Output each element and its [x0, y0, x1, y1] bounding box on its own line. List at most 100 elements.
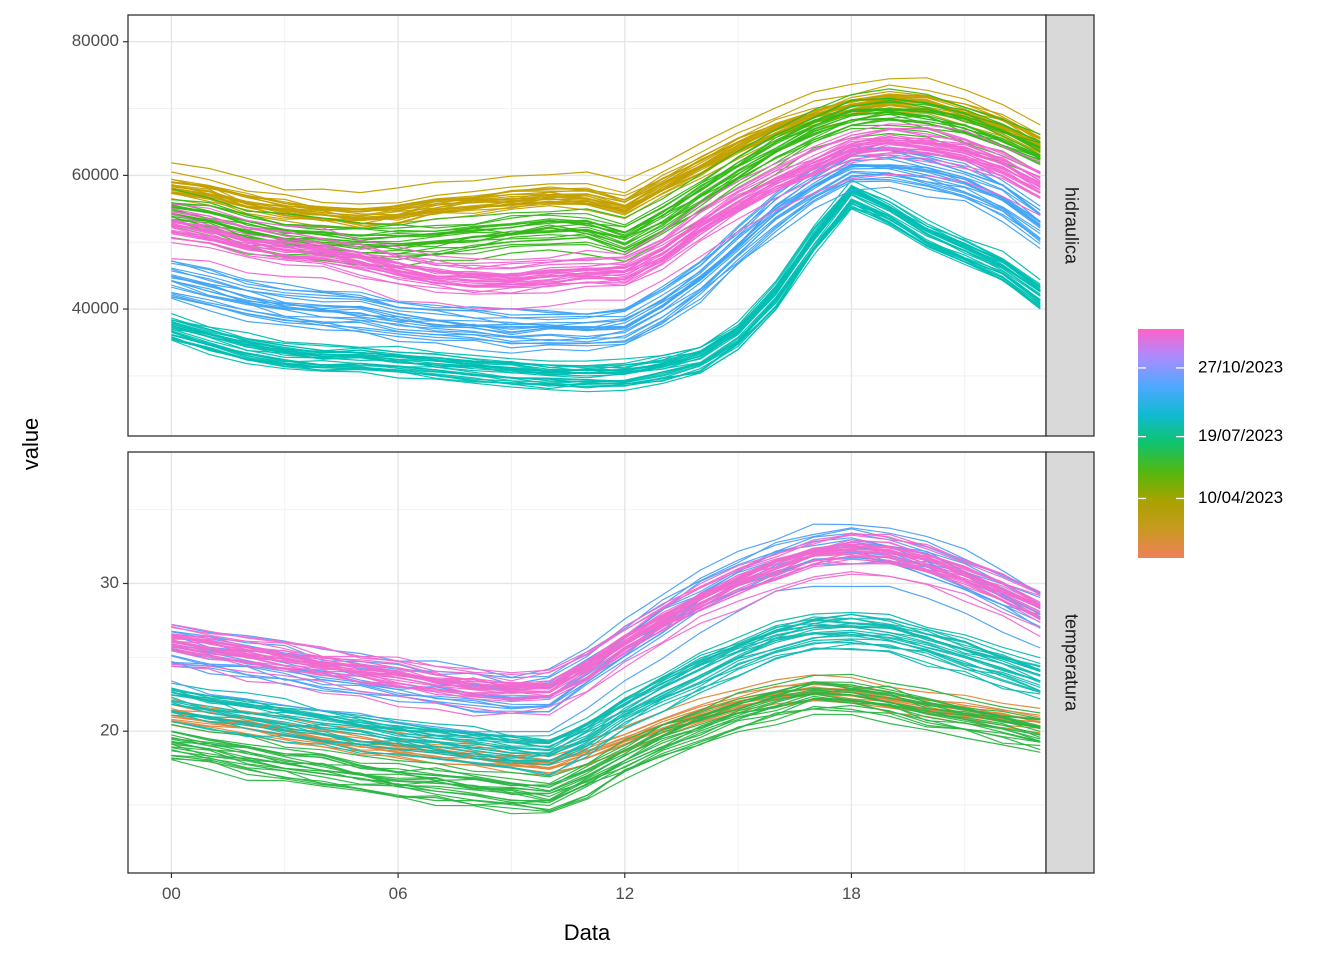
- series-line: [171, 626, 1041, 755]
- x-axis-title: Data: [564, 920, 611, 945]
- series-line: [171, 185, 1041, 372]
- series-line: [171, 164, 1041, 330]
- facet-panel-hidraulica: 40000 60000 80000 hidraulica: [72, 14, 1095, 437]
- series-line: [171, 173, 1041, 310]
- series-line: [171, 158, 1041, 327]
- series-line: [171, 681, 1041, 788]
- series-lines: [171, 523, 1041, 815]
- series-line: [171, 165, 1041, 336]
- series-line: [171, 698, 1041, 807]
- y-tick-label: 60000: [72, 165, 119, 184]
- series-line: [171, 534, 1041, 676]
- series-line: [171, 142, 1041, 281]
- series-line: [171, 697, 1041, 802]
- series-lines: [171, 77, 1041, 393]
- series-line: [171, 107, 1041, 241]
- series-line: [171, 629, 1041, 758]
- series-line: [171, 98, 1041, 217]
- series-line: [171, 96, 1041, 220]
- series-line: [171, 688, 1041, 792]
- y-tick-label: 30: [100, 573, 119, 592]
- x-tick-label: 18: [842, 884, 861, 903]
- series-line: [171, 713, 1041, 815]
- series-line: [171, 164, 1041, 330]
- series-line: [171, 641, 1041, 763]
- series-line: [171, 622, 1041, 748]
- series-line: [171, 109, 1041, 237]
- series-line: [171, 208, 1041, 393]
- x-axis-ticks: 00 06 12 18: [162, 873, 861, 903]
- series-line: [171, 123, 1041, 261]
- legend-label: 19/07/2023: [1198, 426, 1283, 445]
- series-line: [171, 681, 1041, 785]
- series-line: [171, 585, 1041, 733]
- series-line: [171, 128, 1041, 269]
- series-line: [171, 156, 1041, 295]
- series-line: [171, 184, 1041, 373]
- series-line: [171, 148, 1041, 315]
- series-line: [171, 647, 1041, 777]
- series-line: [171, 94, 1041, 213]
- series-line: [171, 549, 1041, 690]
- facet-strip-label: temperatura: [1061, 614, 1081, 712]
- series-line: [171, 192, 1041, 374]
- series-line: [171, 643, 1041, 766]
- series-line: [171, 97, 1041, 230]
- series-line: [171, 149, 1041, 321]
- legend-colorbar: [1138, 329, 1184, 558]
- series-line: [171, 681, 1041, 787]
- series-line: [171, 539, 1041, 685]
- series-line: [171, 544, 1041, 690]
- series-line: [171, 88, 1041, 226]
- series-line: [171, 639, 1041, 765]
- x-tick-label: 06: [389, 884, 408, 903]
- series-line: [171, 561, 1041, 703]
- series-line: [171, 202, 1041, 387]
- series-line: [171, 180, 1041, 349]
- series-line: [171, 84, 1041, 205]
- facet-strip: [1045, 14, 1095, 437]
- color-legend: 27/10/2023 19/07/2023 10/04/2023: [1138, 329, 1283, 558]
- series-line: [171, 152, 1041, 288]
- series-line: [171, 99, 1041, 237]
- series-line: [171, 179, 1041, 362]
- series-line: [171, 691, 1041, 801]
- series-line: [171, 708, 1041, 812]
- series-line: [171, 532, 1041, 682]
- series-line: [171, 554, 1041, 697]
- series-line: [171, 673, 1041, 778]
- series-line: [171, 622, 1041, 751]
- facet-strip-label: hidraulica: [1061, 187, 1081, 265]
- series-line: [171, 198, 1041, 382]
- series-line: [171, 698, 1041, 805]
- series-line: [171, 681, 1041, 788]
- series-line: [171, 186, 1041, 354]
- legend-label: 10/04/2023: [1198, 488, 1283, 507]
- series-line: [171, 185, 1041, 368]
- series-line: [171, 178, 1041, 345]
- series-line: [171, 189, 1041, 375]
- series-line: [171, 133, 1041, 277]
- series-line: [171, 633, 1041, 757]
- series-line: [171, 154, 1041, 294]
- x-tick-label: 00: [162, 884, 181, 903]
- series-line: [171, 149, 1041, 288]
- y-axis-ticks: 40000 60000 80000: [72, 31, 128, 318]
- series-line: [171, 115, 1041, 247]
- series-line: [171, 101, 1041, 233]
- series-line: [171, 77, 1041, 194]
- y-tick-label: 20: [100, 721, 119, 740]
- legend-label: 27/10/2023: [1198, 357, 1283, 376]
- y-axis-title: value: [18, 418, 43, 471]
- series-line: [171, 634, 1041, 762]
- series-line: [171, 144, 1041, 285]
- y-tick-label: 40000: [72, 299, 119, 318]
- series-line: [171, 570, 1041, 715]
- facet-strip: [1045, 451, 1095, 874]
- x-tick-label: 12: [615, 884, 634, 903]
- legend-ticks: 27/10/2023 19/07/2023 10/04/2023: [1138, 357, 1283, 507]
- series-line: [171, 141, 1041, 283]
